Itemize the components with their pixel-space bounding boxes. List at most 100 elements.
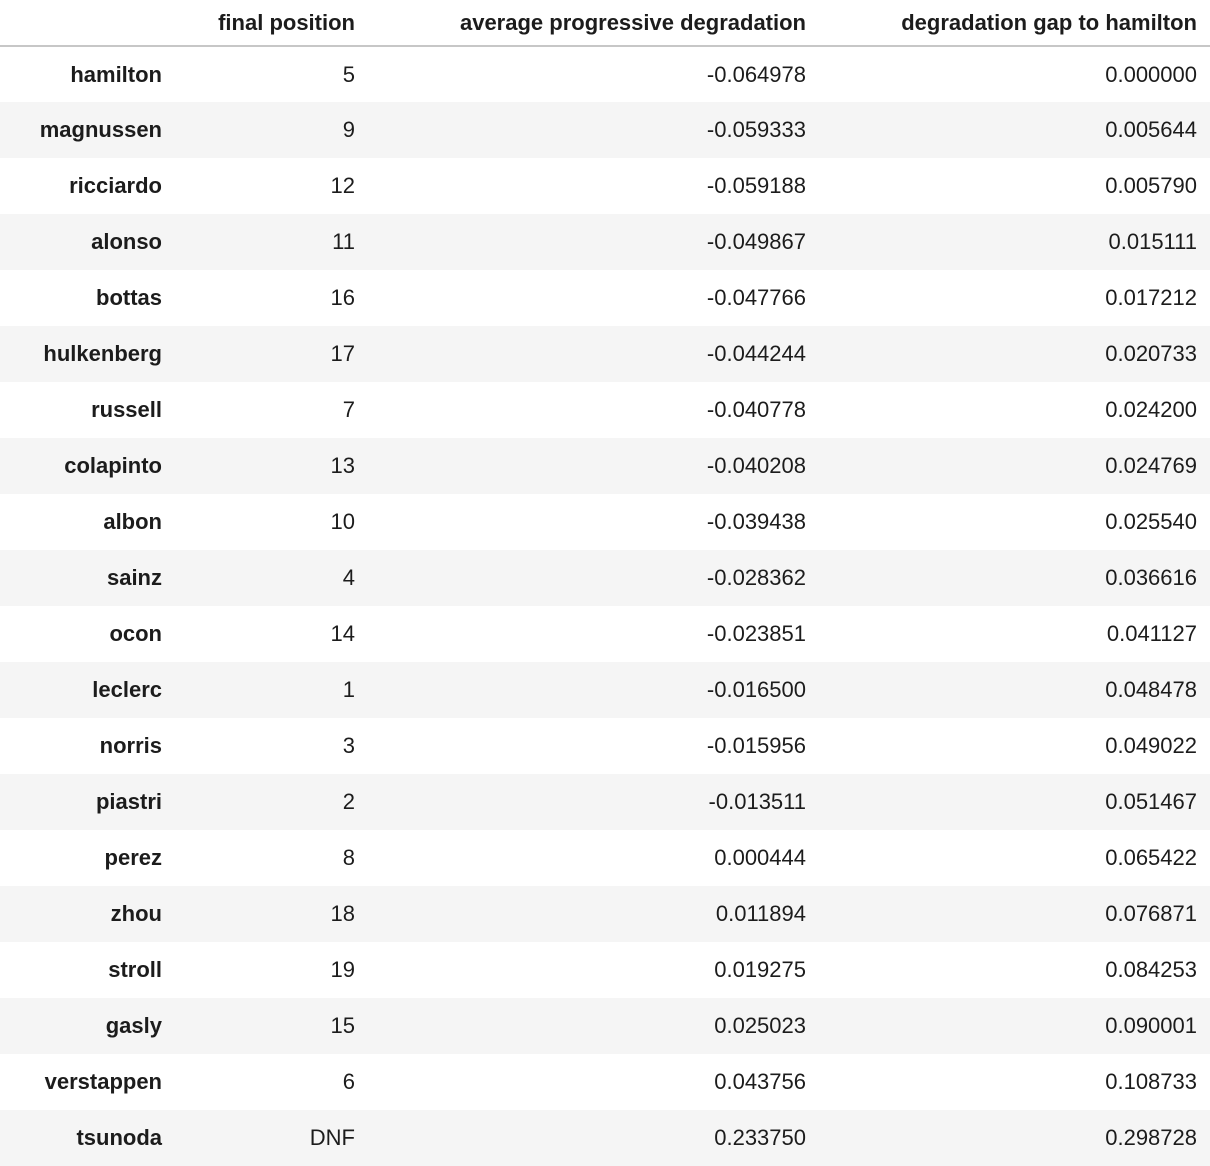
cell-degradation-gap-to-hamilton: 0.298728 bbox=[1105, 1125, 1197, 1150]
cell-final-position: 9 bbox=[342, 117, 355, 142]
table-row: zhou 18 0.011894 0.076871 bbox=[0, 886, 1210, 942]
row-label-driver: tsunoda bbox=[76, 1125, 162, 1150]
cell-final-position: 13 bbox=[330, 453, 355, 478]
cell-degradation-gap-to-hamilton: 0.108733 bbox=[1105, 1069, 1197, 1094]
row-label-driver: ocon bbox=[109, 621, 162, 646]
table-row: russell 7 -0.040778 0.024200 bbox=[0, 382, 1210, 438]
cell-average-progressive-degradation: 0.011894 bbox=[715, 901, 806, 926]
cell-average-progressive-degradation: -0.064978 bbox=[706, 61, 806, 87]
table-row: verstappen 6 0.043756 0.108733 bbox=[0, 1054, 1210, 1110]
cell-final-position: 14 bbox=[330, 621, 355, 646]
cell-final-position: 8 bbox=[342, 845, 355, 870]
cell-degradation-gap-to-hamilton: 0.076871 bbox=[1105, 901, 1197, 926]
row-label-driver: hulkenberg bbox=[43, 341, 162, 366]
table-row: hulkenberg 17 -0.044244 0.020733 bbox=[0, 326, 1210, 382]
cell-degradation-gap-to-hamilton: 0.084253 bbox=[1105, 957, 1197, 982]
cell-final-position: 2 bbox=[342, 789, 355, 814]
cell-final-position: 11 bbox=[332, 229, 355, 254]
cell-average-progressive-degradation: -0.047766 bbox=[706, 285, 806, 310]
cell-final-position: 16 bbox=[330, 285, 355, 310]
cell-average-progressive-degradation: -0.059333 bbox=[706, 117, 806, 142]
cell-degradation-gap-to-hamilton: 0.020733 bbox=[1105, 341, 1197, 366]
cell-average-progressive-degradation: 0.043756 bbox=[714, 1069, 806, 1094]
cell-degradation-gap-to-hamilton: 0.049022 bbox=[1105, 733, 1197, 758]
table-body: hamilton 5 -0.064978 0.000000 magnussen 9 -0.0… bbox=[0, 46, 1210, 1166]
column-header-average-progressive-degradation: average progressive degradation bbox=[368, 0, 819, 47]
row-label-driver: verstappen bbox=[44, 1069, 162, 1094]
row-label-driver: gasly bbox=[105, 1013, 162, 1038]
cell-final-position: 19 bbox=[330, 957, 355, 982]
table-row: tsunoda DNF 0.233750 0.298728 bbox=[0, 1110, 1210, 1166]
cell-final-position: 18 bbox=[330, 901, 355, 926]
cell-average-progressive-degradation: 0.233750 bbox=[714, 1125, 806, 1150]
cell-average-progressive-degradation: -0.040778 bbox=[706, 397, 806, 422]
row-label-driver: leclerc bbox=[92, 677, 162, 702]
table-row: ocon 14 -0.023851 0.041127 bbox=[0, 606, 1210, 662]
row-label-driver: magnussen bbox=[39, 117, 162, 142]
table-row: gasly 15 0.025023 0.090001 bbox=[0, 998, 1210, 1054]
cell-degradation-gap-to-hamilton: 0.036616 bbox=[1105, 565, 1197, 590]
row-label-driver: hamilton bbox=[70, 61, 162, 87]
cell-degradation-gap-to-hamilton: 0.017212 bbox=[1105, 285, 1197, 310]
cell-final-position: 10 bbox=[330, 509, 355, 534]
cell-degradation-gap-to-hamilton: 0.015111 bbox=[1108, 229, 1198, 254]
table-row: sainz 4 -0.028362 0.036616 bbox=[0, 550, 1210, 606]
row-label-driver: colapinto bbox=[64, 453, 162, 478]
cell-average-progressive-degradation: -0.028362 bbox=[706, 565, 806, 590]
cell-final-position: 7 bbox=[342, 397, 355, 422]
cell-final-position: 6 bbox=[342, 1069, 355, 1094]
table-row: norris 3 -0.015956 0.049022 bbox=[0, 718, 1210, 774]
row-label-driver: norris bbox=[99, 733, 162, 758]
column-header-final-position: final position bbox=[175, 0, 368, 47]
row-label-driver: bottas bbox=[96, 285, 162, 310]
cell-degradation-gap-to-hamilton: 0.005790 bbox=[1105, 173, 1197, 198]
cell-degradation-gap-to-hamilton: 0.065422 bbox=[1105, 845, 1197, 870]
table-row: albon 10 -0.039438 0.025540 bbox=[0, 494, 1210, 550]
cell-final-position: 5 bbox=[342, 61, 355, 87]
cell-degradation-gap-to-hamilton: 0.024769 bbox=[1105, 453, 1197, 478]
table-row: piastri 2 -0.013511 0.051467 bbox=[0, 774, 1210, 830]
cell-average-progressive-degradation: -0.016500 bbox=[706, 677, 806, 702]
cell-final-position: 17 bbox=[330, 341, 355, 366]
cell-degradation-gap-to-hamilton: 0.025540 bbox=[1105, 509, 1197, 534]
cell-final-position: DNF bbox=[309, 1125, 355, 1150]
cell-degradation-gap-to-hamilton: 0.051467 bbox=[1105, 789, 1197, 814]
cell-average-progressive-degradation: -0.023851 bbox=[706, 621, 806, 646]
table-row: stroll 19 0.019275 0.084253 bbox=[0, 942, 1210, 998]
cell-average-progressive-degradation: -0.044244 bbox=[706, 341, 806, 366]
row-label-driver: perez bbox=[104, 845, 162, 870]
table-row: ricciardo 12 -0.059188 0.005790 bbox=[0, 158, 1210, 214]
cell-degradation-gap-to-hamilton: 0.024200 bbox=[1105, 397, 1197, 422]
cell-average-progressive-degradation: -0.040208 bbox=[706, 453, 806, 478]
table-row: magnussen 9 -0.059333 0.005644 bbox=[0, 102, 1210, 158]
cell-final-position: 12 bbox=[330, 173, 355, 198]
cell-average-progressive-degradation: 0.025023 bbox=[714, 1013, 806, 1038]
index-column-header bbox=[0, 0, 175, 47]
cell-average-progressive-degradation: -0.039438 bbox=[706, 509, 806, 534]
row-label-driver: albon bbox=[103, 509, 162, 534]
row-label-driver: piastri bbox=[95, 789, 162, 814]
cell-final-position: 3 bbox=[342, 733, 355, 758]
cell-final-position: 4 bbox=[342, 565, 355, 590]
table-row: hamilton 5 -0.064978 0.000000 bbox=[0, 46, 1210, 102]
cell-degradation-gap-to-hamilton: 0.000000 bbox=[1105, 61, 1197, 87]
cell-degradation-gap-to-hamilton: 0.041127 bbox=[1106, 621, 1197, 646]
table-header: final position average progressive degra… bbox=[0, 0, 1210, 47]
row-label-driver: alonso bbox=[91, 229, 162, 254]
row-label-driver: ricciardo bbox=[69, 173, 162, 198]
row-label-driver: sainz bbox=[106, 565, 162, 590]
cell-average-progressive-degradation: -0.059188 bbox=[706, 173, 806, 198]
cell-average-progressive-degradation: -0.049867 bbox=[706, 229, 806, 254]
table-row: perez 8 0.000444 0.065422 bbox=[0, 830, 1210, 886]
cell-degradation-gap-to-hamilton: 0.048478 bbox=[1105, 677, 1197, 702]
table-row: leclerc 1 -0.016500 0.048478 bbox=[0, 662, 1210, 718]
row-label-driver: stroll bbox=[108, 957, 162, 982]
cell-degradation-gap-to-hamilton: 0.005644 bbox=[1105, 117, 1197, 142]
column-header-degradation-gap-to-hamilton: degradation gap to hamilton bbox=[819, 0, 1210, 47]
cell-final-position: 1 bbox=[342, 677, 355, 702]
row-label-driver: russell bbox=[91, 397, 162, 422]
header-row: final position average progressive degra… bbox=[0, 0, 1210, 47]
row-label-driver: zhou bbox=[110, 901, 162, 926]
